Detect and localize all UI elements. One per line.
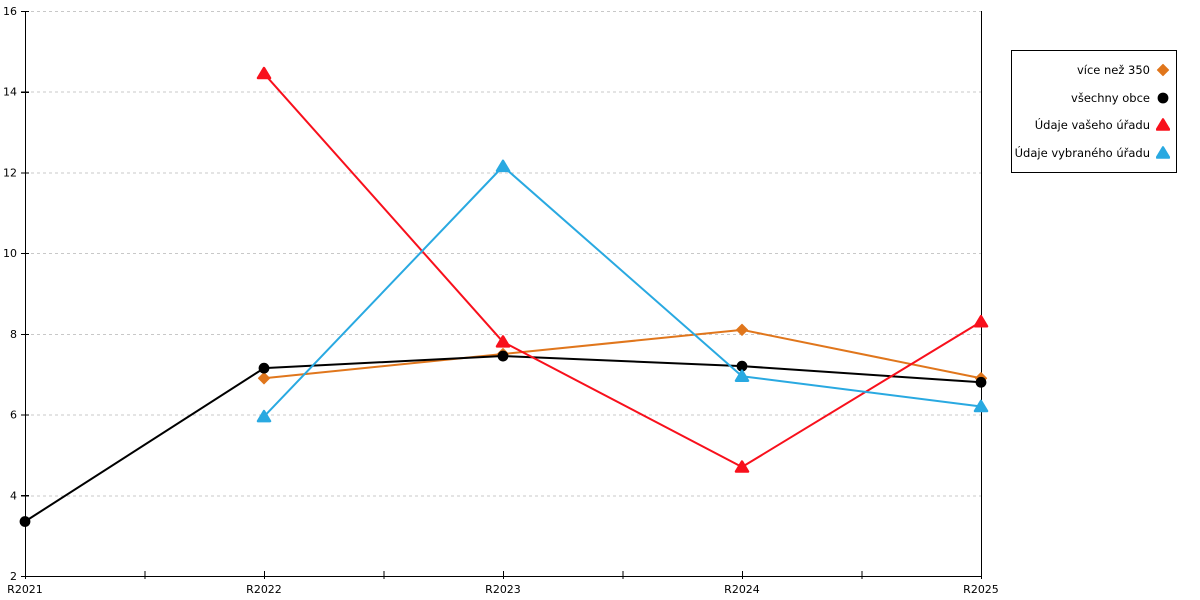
y-tick-label: 8 — [10, 328, 17, 341]
circle-marker — [497, 350, 509, 362]
y-tick-label: 14 — [3, 86, 17, 99]
circle-marker-icon — [1157, 92, 1169, 104]
triangle-marker-icon — [1156, 118, 1170, 132]
triangle-marker — [973, 315, 989, 328]
circle-marker — [258, 362, 270, 374]
legend-label: všechny obce — [1071, 90, 1150, 105]
circle-legend-icon — [1157, 92, 1169, 104]
legend-label: Údaje vybraného úřadu — [1014, 146, 1150, 161]
y-tick-label: 4 — [10, 489, 17, 502]
legend-item: Údaje vybraného úřadu — [1014, 146, 1170, 161]
x-tick-label: R2023 — [485, 583, 521, 596]
triangle-marker — [734, 460, 750, 473]
series-line-3 — [263, 165, 982, 418]
legend-label: více než 350 — [1076, 62, 1150, 77]
diamond-marker — [735, 323, 749, 336]
x-tick-label: R2022 — [246, 583, 282, 596]
diamond-marker-icon — [1156, 63, 1170, 76]
legend-label: Údaje vašeho úřadu — [1034, 118, 1150, 133]
y-tick-label: 12 — [3, 166, 17, 179]
triangle-marker — [256, 66, 272, 80]
legend-item: všechny obce — [1016, 91, 1170, 105]
diamond-legend-icon — [1156, 63, 1170, 76]
diamond-marker — [257, 372, 271, 385]
series-line-2 — [263, 72, 982, 469]
triangle-legend-icon — [1156, 118, 1170, 132]
triangle-marker — [495, 159, 511, 173]
y-tick-label: 16 — [3, 5, 17, 18]
series-line-1 — [24, 355, 982, 523]
circle-marker — [975, 376, 987, 388]
circle-marker — [19, 516, 31, 527]
triangle-marker — [973, 399, 989, 413]
triangle-marker — [495, 335, 511, 348]
x-tick-label: R2025 — [963, 583, 999, 596]
triangle-marker — [734, 369, 750, 382]
x-tick-label: R2024 — [724, 583, 760, 596]
legend: více než 350 všechny obce Údaje vašeho úřa… — [1011, 50, 1177, 173]
y-tick-label: 2 — [10, 570, 17, 583]
y-tick-label: 6 — [10, 409, 17, 422]
series-line-0 — [263, 328, 982, 380]
circle-marker — [736, 360, 748, 372]
x-tick-label: R2021 — [7, 583, 43, 596]
triangle-marker — [256, 409, 272, 423]
triangle-marker-icon — [1156, 146, 1170, 159]
y-tick-label: 10 — [3, 247, 17, 260]
legend-item: Údaje vašeho úřadu — [1016, 118, 1170, 132]
triangle-legend-icon — [1156, 146, 1170, 159]
legend-item: více než 350 — [1016, 63, 1170, 77]
